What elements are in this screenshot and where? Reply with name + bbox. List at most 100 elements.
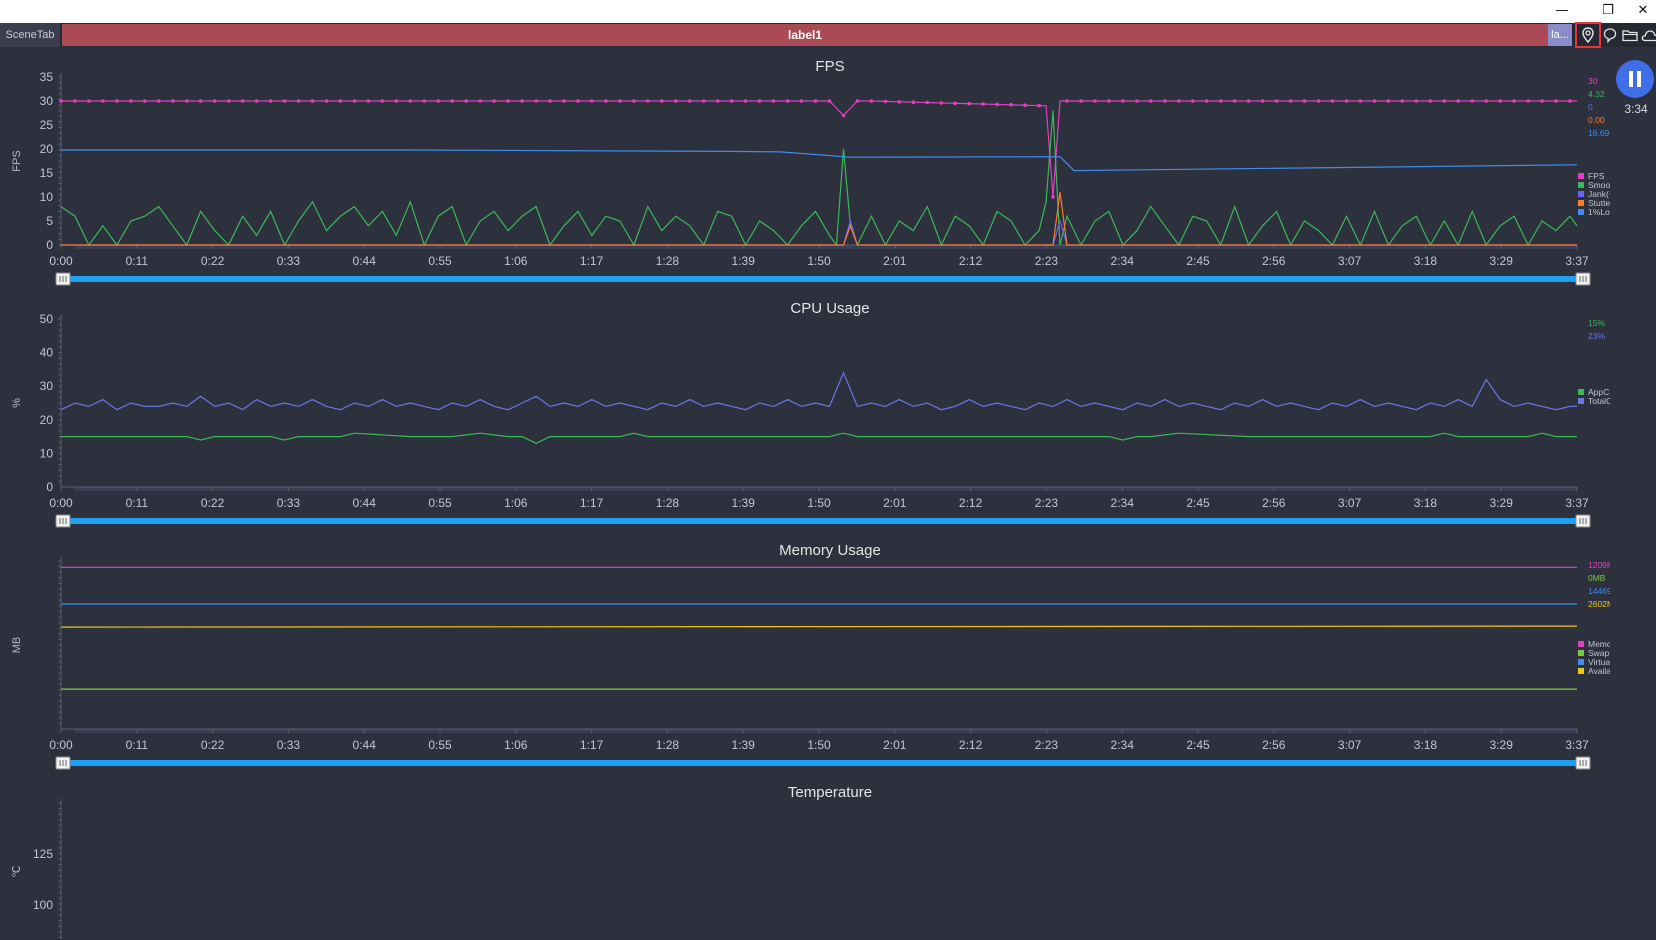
- x-tick-label: 1:39: [732, 738, 756, 752]
- fps-marker: [1526, 99, 1530, 103]
- fps-marker: [562, 99, 566, 103]
- x-tick-label: 2:45: [1186, 254, 1210, 268]
- x-axis-band: [75, 487, 1577, 491]
- y-axis-label: %: [11, 398, 23, 408]
- x-tick-label: 3:07: [1338, 254, 1362, 268]
- fps-marker: [1051, 195, 1055, 199]
- fps-marker: [1218, 99, 1223, 103]
- chat-bubble-icon[interactable]: [1600, 25, 1620, 45]
- fps-marker: [757, 99, 762, 103]
- fps-marker: [953, 101, 957, 106]
- slider-handle[interactable]: [1575, 756, 1591, 770]
- fps-marker: [911, 100, 916, 104]
- legend-item-1%low-fps[interactable]: 1%Low(FPS): [1578, 207, 1610, 217]
- fps-marker: [534, 99, 538, 103]
- x-tick-label: 1:39: [732, 254, 756, 268]
- x-tick-label: 0:55: [428, 496, 452, 510]
- fps-marker: [143, 99, 147, 103]
- fps-marker: [212, 99, 217, 103]
- fps-marker: [422, 99, 427, 103]
- slider-handle[interactable]: [55, 514, 71, 528]
- close-button[interactable]: ✕: [1637, 3, 1649, 18]
- legend-item-appcpu[interactable]: AppCPU: [1578, 387, 1610, 397]
- slider-handle[interactable]: [1575, 514, 1591, 528]
- slider-track: [62, 760, 1582, 766]
- tab-scene[interactable]: SceneTab: [0, 23, 60, 47]
- restore-button[interactable]: ❐: [1602, 3, 1614, 18]
- fps-marker: [198, 99, 203, 103]
- x-tick-label: 1:50: [807, 496, 831, 510]
- x-tick-label: 0:00: [49, 738, 73, 752]
- fps-marker: [366, 99, 371, 103]
- x-tick-label: 1:06: [504, 496, 528, 510]
- elapsed-time: 3:34: [1624, 102, 1648, 116]
- x-tick-label: 3:07: [1338, 496, 1362, 510]
- legend-label: Jank(卡顿次数): [1588, 189, 1610, 199]
- tab-overflow[interactable]: la...: [1548, 24, 1572, 46]
- time-range-slider[interactable]: [55, 756, 1591, 770]
- x-tick-label: 3:18: [1414, 254, 1438, 268]
- y-tick-label: 100: [33, 898, 53, 912]
- legend-label: AvailableMemory: [1588, 666, 1610, 676]
- folder-icon[interactable]: [1620, 25, 1640, 45]
- fps-marker: [254, 99, 259, 103]
- x-tick-label: 3:37: [1565, 254, 1589, 268]
- location-pin-icon[interactable]: [1575, 22, 1601, 48]
- fps-marker: [827, 99, 832, 103]
- fps-marker: [1065, 99, 1069, 103]
- chart-temperature: Temperature ℃ 100 125: [11, 784, 872, 940]
- fps-marker: [394, 99, 399, 103]
- y-tick-label: 0: [46, 238, 53, 252]
- legend-item-availablememory[interactable]: AvailableMemory: [1578, 666, 1610, 676]
- legend-label: VirtualMemory: [1588, 657, 1610, 667]
- fps-marker: [869, 99, 874, 103]
- cloud-icon[interactable]: [1640, 25, 1656, 45]
- slider-handle[interactable]: [55, 756, 71, 770]
- tab-label1[interactable]: label1: [62, 24, 1548, 46]
- series-line-fps: [61, 100, 1577, 198]
- tab-bar: SceneTab label1 la...: [0, 22, 1656, 48]
- fps-marker: [1288, 99, 1293, 103]
- x-tick-label: 2:23: [1035, 738, 1059, 752]
- series-markers-fps: [59, 99, 1572, 199]
- x-tick-label: 0:44: [353, 738, 377, 752]
- x-tick-label: 0:44: [353, 496, 377, 510]
- legend-item-smooth[interactable]: Smooth(流畅指数): [1578, 180, 1610, 190]
- legend-item-swapmemory[interactable]: SwapMemory: [1578, 648, 1610, 658]
- x-tick-label: 2:23: [1035, 254, 1059, 268]
- fps-marker: [1274, 99, 1279, 103]
- time-range-slider[interactable]: [55, 272, 1591, 286]
- x-axis-band: [75, 245, 1577, 249]
- y-tick-label: 40: [40, 346, 54, 360]
- y-tick-label: 30: [40, 94, 54, 108]
- legend-item-jank[interactable]: Jank(卡顿次数): [1578, 189, 1610, 199]
- fps-marker: [883, 99, 888, 104]
- x-tick-label: 1:50: [807, 254, 831, 268]
- fps-marker: [1484, 99, 1488, 103]
- pause-button[interactable]: [1616, 60, 1654, 98]
- fps-marker: [1400, 99, 1405, 103]
- slider-handle[interactable]: [1575, 272, 1591, 286]
- series-line-availablememory: [60, 625, 1578, 628]
- current-value: 30: [1588, 76, 1598, 86]
- x-tick-label: 3:18: [1414, 496, 1438, 510]
- chart-memory-usage: Memory Usage MB 0:00 0:11 0:22 0:33 0:44 0:55 1:…: [11, 542, 1610, 770]
- legend-item-memory[interactable]: Memory: [1578, 639, 1610, 649]
- legend-item-fps[interactable]: FPS: [1578, 171, 1605, 181]
- y-axis-label: MB: [11, 637, 23, 654]
- fps-marker: [492, 99, 496, 103]
- slider-handle[interactable]: [55, 272, 71, 286]
- legend-item-virtualmemory[interactable]: VirtualMemory: [1578, 657, 1610, 667]
- minimize-button[interactable]: —: [1555, 3, 1569, 18]
- fps-marker: [478, 99, 483, 103]
- legend-item-totalcpu[interactable]: TotalCPU: [1578, 396, 1610, 406]
- time-range-slider[interactable]: [55, 514, 1591, 528]
- fps-marker: [925, 100, 930, 105]
- fps-marker: [1512, 99, 1516, 103]
- fps-marker: [897, 100, 902, 104]
- fps-marker: [1135, 99, 1139, 103]
- x-tick-label: 3:29: [1490, 496, 1514, 510]
- x-tick-label: 2:56: [1262, 254, 1286, 268]
- legend-item-stutter[interactable]: Stutter(卡顿率): [1578, 198, 1610, 208]
- legend-swatch: [1578, 200, 1584, 206]
